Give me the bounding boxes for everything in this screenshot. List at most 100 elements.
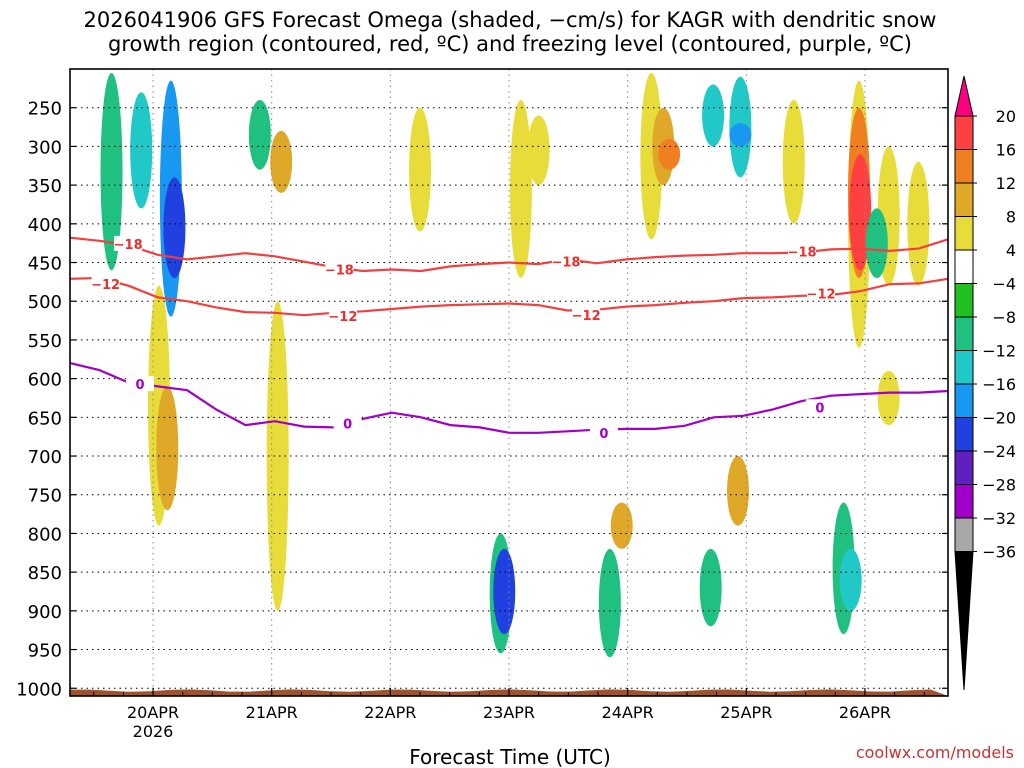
contour-label: −12 <box>807 287 836 302</box>
y-tick-label: 250 <box>28 99 62 120</box>
contour-label-bg <box>328 307 357 323</box>
omega-cell <box>527 115 550 186</box>
contour-line <box>69 362 949 434</box>
omega-cell <box>100 72 123 271</box>
colorbar-swatch <box>954 316 974 351</box>
colorbar-label: −12 <box>982 342 1016 361</box>
x-tick-label: 22APR <box>364 703 416 722</box>
omega-cell <box>699 548 722 627</box>
contour-label-bg <box>551 253 580 269</box>
y-tick-label: 700 <box>28 447 62 468</box>
colorbar-label: −16 <box>982 375 1016 394</box>
colorbar-label: −20 <box>982 409 1016 428</box>
colorbar-swatch <box>954 417 974 452</box>
colorbar-bottom-arrow <box>954 551 974 691</box>
contour-label-bg <box>805 399 834 415</box>
colorbar-swatch <box>954 484 974 519</box>
colorbar-top-arrow <box>954 75 974 117</box>
credit-text: coolwx.com/models <box>856 743 1014 762</box>
omega-cell <box>409 107 432 232</box>
colorbar-label: 20 <box>996 107 1016 126</box>
colorbar-label: −32 <box>982 509 1016 528</box>
colorbar-swatch <box>954 383 974 418</box>
y-axis: 250 300 350 400 450 500 550 600 650 700 750 800 850 9… <box>16 99 948 700</box>
contour-label: −18 <box>325 263 354 278</box>
contour-label: −18 <box>551 256 580 271</box>
colorbar-swatch <box>954 216 974 251</box>
omega-cell <box>726 456 749 526</box>
omega-cell <box>163 177 186 278</box>
omega-cell <box>658 138 681 170</box>
omega-cell <box>877 370 900 426</box>
colorbar-label: −24 <box>982 442 1016 461</box>
colorbar-label: 4 <box>1006 241 1016 260</box>
x-tick-label: 21APR <box>246 703 298 722</box>
y-tick-label: 900 <box>28 602 62 623</box>
year-label: 2026 <box>133 722 174 741</box>
contour-label-bg <box>333 415 362 431</box>
contour-label-bg <box>91 276 120 292</box>
colorbar-label: −28 <box>982 476 1016 495</box>
y-tick-label: 350 <box>28 176 62 197</box>
y-tick-label: 650 <box>28 408 62 429</box>
x-tick-label: 20APR <box>127 703 179 722</box>
colorbar-swatch <box>954 350 974 385</box>
omega-cell <box>266 301 289 611</box>
y-tick-label: 300 <box>28 137 62 158</box>
contour-label-bg <box>114 235 143 251</box>
omega-cell <box>156 386 179 511</box>
omega-cell <box>248 99 271 170</box>
y-tick-label: 950 <box>28 641 62 662</box>
x-tick-label: 25APR <box>720 703 772 722</box>
contour-label: 0 <box>815 401 824 416</box>
colorbar: 20 16 12 8 4 −4 −8 −12 −16 −20 −24 −28 −32 −36 <box>954 75 1016 691</box>
contour-line <box>69 276 949 317</box>
colorbar-label: 12 <box>996 174 1016 193</box>
x-tick-label: 24APR <box>602 703 654 722</box>
x-tick-label: 23APR <box>483 703 535 722</box>
contour-label: 0 <box>135 378 144 393</box>
y-tick-label: 750 <box>28 486 62 507</box>
contour-label-bg <box>807 285 836 301</box>
colorbar-swatch <box>954 283 974 318</box>
x-axis-title: Forecast Time (UTC) <box>409 745 611 768</box>
colorbar-swatch <box>954 149 974 184</box>
omega-cell <box>270 130 293 193</box>
y-tick-label: 400 <box>28 215 62 236</box>
contour-label: −18 <box>788 246 817 261</box>
contour-label-bg <box>788 243 817 259</box>
chart-title-line-2: growth region (contoured, red, ºC) and f… <box>108 32 912 56</box>
omega-cell <box>839 548 862 611</box>
y-tick-label: 600 <box>28 370 62 391</box>
contour-labels: −18 −18 −18 −18 −12 −12 −12 −12 0 0 0 0 <box>91 235 836 442</box>
omega-cell <box>493 548 516 635</box>
colorbar-label: 8 <box>1006 208 1016 227</box>
omega-cell <box>509 99 532 279</box>
x-axis: 20APR 21APR 22APR 23APR 24APR 25APR 26APR <box>93 688 925 722</box>
plot-area: −18 −18 −18 −18 −12 −12 −12 −12 0 0 0 0 <box>69 68 949 697</box>
omega-cell <box>865 208 888 278</box>
colorbar-label: −4 <box>992 275 1016 294</box>
colorbar-swatch <box>954 249 974 284</box>
contour-label: −18 <box>114 238 143 253</box>
omega-cell <box>702 84 725 147</box>
contour-label-bg <box>572 307 601 323</box>
y-tick-label: 500 <box>28 292 62 313</box>
colorbar-swatch <box>954 182 974 217</box>
omega-cell <box>849 154 872 271</box>
colorbar-label: −36 <box>982 543 1016 562</box>
gridlines <box>70 69 948 696</box>
contour-label-bg <box>126 376 155 392</box>
omega-cell <box>610 502 633 549</box>
x-tick-label: 26APR <box>839 703 891 722</box>
y-tick-label: 800 <box>28 524 62 545</box>
y-tick-label: 450 <box>28 254 62 275</box>
y-tick-label: 550 <box>28 331 62 352</box>
omega-cell <box>729 123 752 147</box>
contour-label: −12 <box>328 310 357 325</box>
y-tick-label: 1000 <box>16 679 62 700</box>
colorbar-label: −8 <box>992 308 1016 327</box>
omega-cell <box>782 99 805 224</box>
colorbar-swatch <box>954 115 974 150</box>
